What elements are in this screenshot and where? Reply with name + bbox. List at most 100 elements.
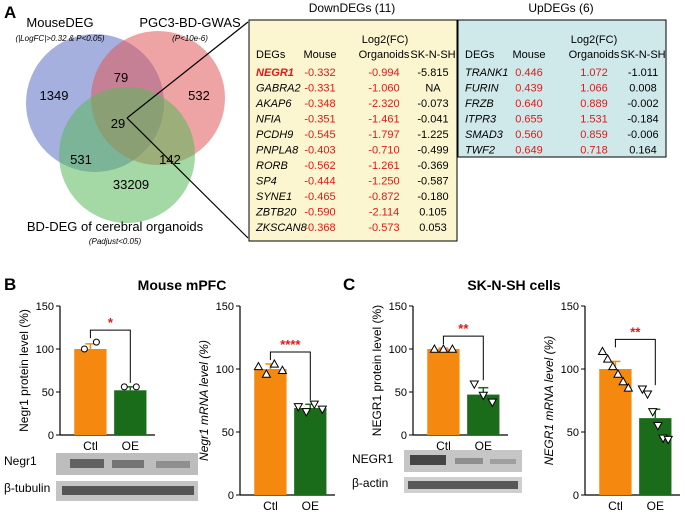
venn-set3-criteria: (Padjust<0.05) <box>89 237 142 246</box>
y-tick-label: 100 <box>389 344 407 356</box>
data-point <box>602 353 613 363</box>
y-axis-label: Negr1 mRNA level (%) <box>197 340 211 461</box>
data-point <box>478 391 489 401</box>
data-point <box>92 338 100 346</box>
up-cell-r4-c2: 0.859 <box>580 129 608 141</box>
panel-b-label: B <box>4 275 16 294</box>
down-cell-r3-c0: NFIA <box>256 114 281 126</box>
zoom-line-top <box>126 21 249 119</box>
down-cell-r0-c3: -5.815 <box>417 67 448 79</box>
down-cell-r4-c0: PCDH9 <box>256 129 293 141</box>
venn-set1-criteria: (|LogFC|>0.32 & P<0.05) <box>15 34 104 43</box>
up-col-organoids: Organoids <box>569 49 620 61</box>
data-point <box>647 408 658 417</box>
bar-ctl <box>74 349 107 435</box>
down-cell-r8-c1: -0.465 <box>304 191 335 203</box>
data-point <box>653 422 663 431</box>
down-cell-r2-c2: -2.320 <box>368 98 399 110</box>
y-axis-label: Negr1 protein level (%) <box>17 309 31 432</box>
bar-oe <box>114 390 147 435</box>
y-tick-label: 0 <box>573 490 579 502</box>
up-col-mouse: Mouse <box>512 49 545 61</box>
blot-c-label-2: β-actin <box>352 476 388 490</box>
up-cell-r1-c1: 0.439 <box>515 83 543 95</box>
panel-c-label: C <box>343 275 355 294</box>
data-point <box>277 365 288 374</box>
panel-a-label: A <box>4 3 16 22</box>
significance-bracket <box>89 329 131 383</box>
up-cell-r5-c3: 0.164 <box>629 145 657 157</box>
down-cell-r4-c1: -0.545 <box>304 129 335 141</box>
down-cell-r1-c1: -0.331 <box>304 83 335 95</box>
x-tick-label: Ctl <box>83 439 98 453</box>
down-cell-r7-c0: SP4 <box>256 176 277 188</box>
down-cell-r6-c0: RORB <box>256 160 288 172</box>
up-degs-table: UpDEGs (6) Log2(FC) DEGs Mouse Organoids… <box>457 1 667 158</box>
venn-set1-title: MouseDEG <box>26 15 93 30</box>
venn-count-23: 142 <box>159 152 181 167</box>
down-cell-r2-c1: -0.348 <box>304 98 335 110</box>
y-tick-label: 50 <box>567 427 579 439</box>
up-cell-r4-c3: -0.006 <box>627 129 658 141</box>
blot-c-label-1: NEGR1 <box>352 452 394 466</box>
down-table-group-header: Log2(FC) <box>362 34 408 46</box>
down-cell-r5-c3: -0.499 <box>417 145 448 157</box>
significance-bracket <box>442 335 484 381</box>
significance-bracket <box>269 351 311 401</box>
down-cell-r9-c3: 0.105 <box>419 207 447 219</box>
y-axis-label: NEGR1 mRNA level (%) <box>542 336 556 466</box>
chart-b-left: 0 50 100 150 Negr1 protein level (%) Ctl OE * <box>17 301 155 453</box>
venn-circle-organoids <box>59 87 195 223</box>
down-cell-r9-c1: -0.590 <box>304 207 335 219</box>
data-point <box>438 343 449 353</box>
bar-oe <box>639 418 672 495</box>
down-cell-r7-c2: -1.250 <box>368 176 399 188</box>
y-tick-label: 100 <box>36 344 54 356</box>
down-cell-r0-c0: NEGR1 <box>256 67 294 79</box>
y-tick-label: 0 <box>48 430 54 442</box>
y-tick-label: 100 <box>561 364 579 376</box>
up-cell-r1-c0: FURIN <box>465 83 499 95</box>
down-col-sknsh: SK-N-SH <box>410 49 455 61</box>
up-cell-r2-c3: -0.002 <box>627 98 658 110</box>
up-cell-r0-c3: -1.011 <box>628 67 658 79</box>
data-point <box>132 383 140 391</box>
down-cell-r8-c0: SYNE1 <box>256 191 292 203</box>
data-point <box>253 361 264 371</box>
down-cell-r2-c3: -0.073 <box>417 98 448 110</box>
data-point <box>309 400 320 410</box>
data-point <box>301 408 312 417</box>
venn-set2-title: PGC3-BD-GWAS <box>139 15 241 30</box>
y-axis-label: NEGR1 protein level (%) <box>370 305 384 436</box>
blot-b-tubulin-band <box>62 486 194 495</box>
up-cell-r0-c2: 1.072 <box>580 67 608 79</box>
chart-b-right: 0 50 100 150 Negr1 mRNA level (%) Ctl OE **** <box>197 301 335 513</box>
up-table-title: UpDEGs (6) <box>528 1 593 15</box>
data-point <box>80 345 88 353</box>
down-cell-r9-c0: ZBTB20 <box>255 207 297 219</box>
significance-label: **** <box>280 337 301 352</box>
up-col-degs: DEGs <box>465 49 495 61</box>
down-cell-r3-c2: -1.461 <box>368 114 399 126</box>
y-tick-label: 50 <box>222 427 234 439</box>
up-cell-r1-c3: 0.008 <box>629 83 657 95</box>
venn-count-123: 29 <box>111 116 125 131</box>
down-cell-r8-c2: -0.872 <box>368 191 399 203</box>
down-cell-r9-c2: -2.114 <box>369 207 399 219</box>
blot-c-negr1-band-oe2 <box>490 459 516 464</box>
down-cell-r6-c3: -0.369 <box>417 160 448 172</box>
significance-label: ** <box>630 324 641 339</box>
up-cell-r5-c1: 0.649 <box>515 145 543 157</box>
data-point <box>317 405 328 415</box>
up-cell-r5-c2: 0.718 <box>580 145 608 157</box>
down-cell-r10-c0: ZKSCAN8 <box>255 222 308 234</box>
down-cell-r4-c3: -1.225 <box>417 129 448 141</box>
y-tick-label: 50 <box>42 387 54 399</box>
data-point <box>487 398 498 408</box>
x-tick-label: Ctl <box>608 499 623 513</box>
up-cell-r4-c1: 0.560 <box>515 129 543 141</box>
blot-panel-c: NEGR1 β-actin <box>352 450 522 493</box>
down-cell-r3-c3: -0.041 <box>417 114 448 126</box>
data-point <box>261 369 272 378</box>
